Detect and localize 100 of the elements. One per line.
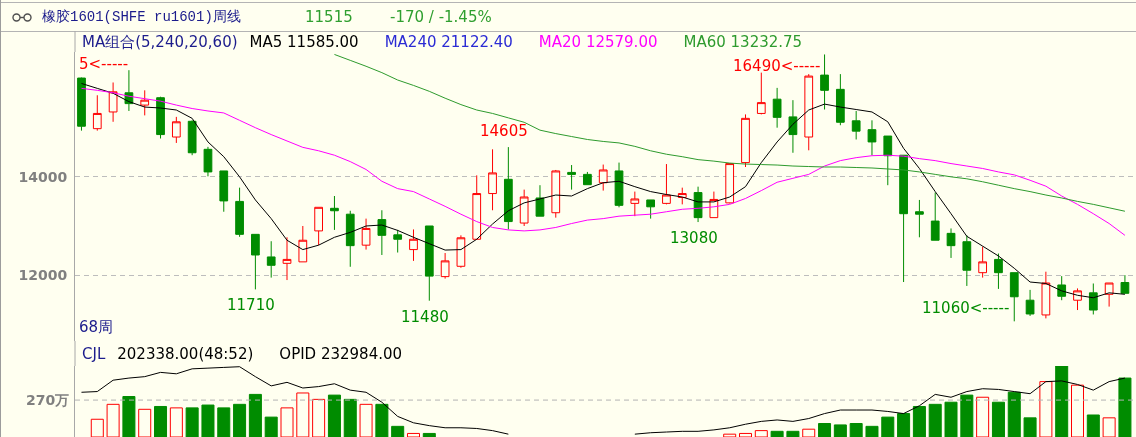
chart-subtitle: 202338.00(48:52): [117, 345, 254, 363]
candlestick: [946, 227, 956, 259]
candlestick: [171, 116, 181, 144]
chart-title: CJL: [82, 345, 106, 363]
candlestick: [203, 146, 213, 177]
candlestick: [472, 174, 482, 241]
candlestick: [393, 229, 403, 254]
candlestick: [756, 72, 766, 115]
candlestick: [915, 199, 924, 238]
candlestick: [867, 119, 877, 156]
candlestick: [567, 164, 576, 191]
legend-label: MA240 21122.40: [384, 33, 513, 51]
bar: [770, 430, 784, 437]
annotation: 5<-----: [79, 55, 129, 73]
bar: [201, 404, 215, 437]
candlestick: [440, 252, 450, 280]
bar: [122, 396, 136, 437]
bar: [264, 416, 278, 437]
annotation: 11480: [401, 308, 449, 326]
line-series: [333, 53, 1126, 212]
candlestick: [235, 187, 244, 238]
candlestick: [1009, 272, 1019, 322]
bar: [422, 432, 436, 437]
bar: [944, 401, 958, 437]
candlestick: [456, 234, 466, 269]
bar: [960, 394, 974, 437]
text: MA60 13232.75: [683, 33, 803, 51]
bar: [217, 407, 231, 437]
candlestick: [1041, 271, 1051, 319]
bar: [991, 401, 1005, 437]
candlestick: [614, 162, 624, 208]
candlestick: [519, 189, 529, 227]
text: -170 / -1.45%: [390, 8, 492, 26]
candlestick: [424, 225, 434, 302]
candlestick: [187, 119, 197, 156]
candlestick: [1120, 274, 1130, 294]
candlestick: [772, 87, 782, 129]
candlestick: [662, 163, 671, 205]
bar: [912, 405, 926, 437]
bar: [1086, 414, 1100, 437]
bar: [881, 416, 895, 437]
bar: [897, 413, 911, 437]
candlestick: [883, 135, 893, 186]
bar: [185, 407, 199, 437]
bar: [233, 403, 247, 437]
bar: [849, 423, 863, 437]
annotation: 16490<-----: [733, 57, 821, 75]
bar: [818, 423, 832, 437]
y-tick-label: 12000: [18, 267, 68, 284]
chart-subtitle: 11515: [305, 8, 353, 26]
bar: [1023, 417, 1037, 437]
candlestick: [77, 77, 86, 132]
candlestick: [835, 73, 845, 126]
ref-line-label: 270万: [26, 392, 70, 408]
candlestick: [361, 218, 371, 251]
candlestick: [646, 199, 656, 220]
bar: [833, 424, 847, 437]
bar: [1055, 366, 1069, 437]
candlestick: [503, 146, 513, 230]
bar: [928, 403, 942, 437]
candlestick: [314, 206, 323, 246]
annotation: 11710: [227, 296, 275, 314]
text: MA20 12579.00: [538, 33, 658, 51]
bar: [248, 393, 262, 437]
bar: [391, 425, 405, 437]
chart-title: 橡胶1601(SHFE ru1601)周线: [42, 8, 241, 26]
bar: [1118, 377, 1132, 437]
candlestick: [345, 210, 355, 268]
legend-title: MA组合(5,240,20,60): [82, 33, 238, 51]
candlestick: [551, 169, 561, 219]
candlestick: [804, 73, 814, 151]
candlestick: [219, 170, 229, 213]
candlestick: [409, 228, 418, 262]
y-tick-label: 14000: [18, 168, 68, 185]
bar: [1007, 391, 1021, 437]
candlestick: [282, 236, 292, 281]
candlestick: [962, 234, 972, 287]
candlestick: [598, 164, 608, 192]
candlestick: [251, 233, 260, 290]
candlestick: [1025, 289, 1035, 317]
bar: [327, 394, 341, 437]
bar: [865, 425, 879, 437]
candlestick: [741, 113, 750, 168]
bar: [375, 403, 389, 437]
text: MA5 11585.00: [249, 33, 359, 51]
line-series: [80, 82, 1126, 299]
bar: [786, 430, 800, 437]
candlestick: [488, 148, 497, 211]
candlestick: [1073, 287, 1082, 311]
candlestick: [630, 191, 640, 217]
candlestick: [330, 195, 339, 231]
candlestick: [725, 163, 735, 204]
candlestick: [1088, 282, 1098, 315]
candlestick: [788, 99, 798, 154]
annotation: 68周: [79, 318, 114, 336]
candlestick: [994, 253, 1003, 290]
candlestick: [92, 94, 102, 132]
candlestick: [899, 154, 908, 283]
candlestick: [851, 110, 861, 140]
candlestick: [820, 53, 829, 111]
